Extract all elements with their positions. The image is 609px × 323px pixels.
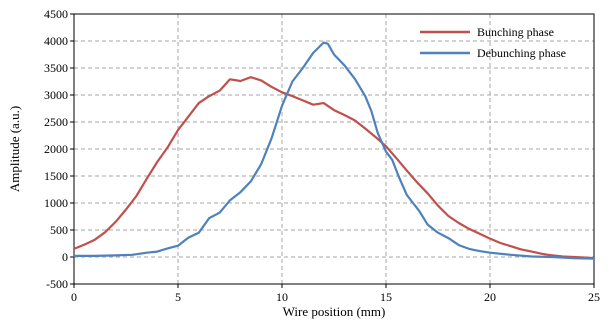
y-tick-label: 500 (50, 223, 68, 237)
x-tick-label: 25 (588, 290, 600, 304)
series-line-1 (72, 76, 596, 260)
series-line-2 (72, 41, 596, 260)
y-tick-label: 4000 (44, 34, 68, 48)
y-tick-label: 2000 (44, 142, 68, 156)
y-tick-label: 2500 (44, 115, 68, 129)
y-tick-label: 3500 (44, 61, 68, 75)
x-tick-label: 15 (380, 290, 392, 304)
y-tick-label: 3000 (44, 88, 68, 102)
y-tick-label: 0 (62, 250, 68, 264)
x-axis-label: Wire position (mm) (283, 304, 386, 319)
axis-ticks: -500050010001500200025003000350040004500… (44, 7, 600, 304)
y-tick-label: 1500 (44, 169, 68, 183)
x-tick-label: 20 (484, 290, 496, 304)
grid (74, 14, 594, 284)
y-tick-label: -500 (46, 277, 68, 291)
legend-label-2: Debunching phase (477, 46, 566, 60)
y-axis-label: Amplitude (a.u.) (7, 106, 22, 192)
y-tick-label: 4500 (44, 7, 68, 21)
legend-label-1: Bunching phase (477, 25, 554, 39)
legend: Bunching phase Debunching phase (420, 25, 566, 60)
series-group (72, 41, 596, 260)
x-tick-label: 5 (175, 290, 181, 304)
x-tick-label: 10 (276, 290, 288, 304)
y-tick-label: 1000 (44, 196, 68, 210)
x-tick-label: 0 (71, 290, 77, 304)
